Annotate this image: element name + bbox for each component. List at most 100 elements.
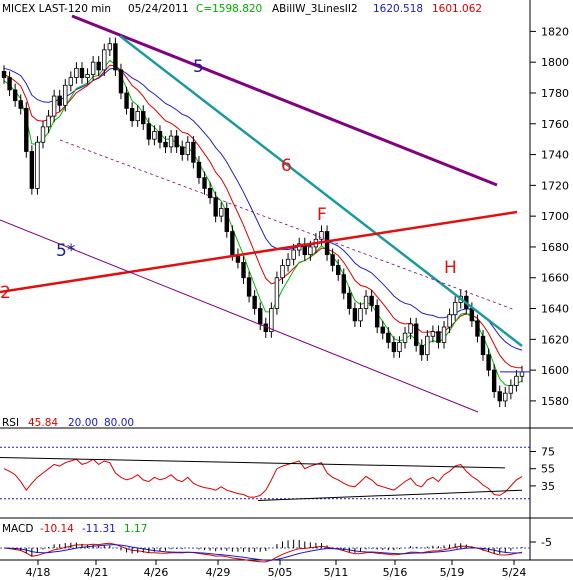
price-ytick-label: 1680: [541, 241, 569, 254]
header-symbol: MICEX LAST-120 min: [2, 3, 111, 15]
label-2: 2: [0, 283, 11, 303]
rsi-value: 45.84: [28, 417, 58, 429]
candle: [12, 89, 18, 102]
price-ytick-label: 1720: [541, 179, 569, 192]
candle: [486, 354, 491, 371]
x-tick-label: 4/21: [84, 566, 109, 579]
candle: [269, 308, 274, 333]
candle: [347, 292, 352, 309]
candle: [207, 188, 213, 199]
trendline-5: [71, 14, 498, 187]
candle: [413, 323, 419, 346]
rsi-trendline-upper: [0, 457, 506, 469]
candle: [480, 335, 486, 356]
candle: [124, 92, 129, 109]
price-ytick-label: 1660: [541, 272, 569, 285]
candle: [46, 115, 51, 128]
candle: [63, 84, 68, 106]
candle: [107, 43, 113, 51]
candle: [252, 295, 257, 309]
candle: [497, 391, 502, 402]
label-h: H: [444, 258, 457, 278]
candle: [246, 277, 252, 297]
candle: [85, 74, 90, 78]
macd-signal-line: [3, 544, 523, 561]
label-6: 6: [281, 156, 292, 176]
candle: [40, 126, 46, 143]
candle: [503, 392, 508, 402]
candle: [174, 135, 179, 148]
candle: [157, 131, 163, 143]
trendline-6: [119, 35, 523, 347]
candle: [430, 331, 436, 337]
trendline-dashed: [59, 139, 516, 311]
candle: [196, 161, 202, 179]
candle: [24, 107, 29, 152]
candle: [291, 249, 296, 260]
macd-value-2: -11.31: [82, 523, 116, 535]
candle: [35, 141, 40, 189]
candle: [341, 274, 346, 294]
candle: [230, 231, 235, 256]
candle: [408, 323, 413, 334]
candle: [258, 308, 263, 325]
header-indicator: ABillW_3LinesII2: [272, 3, 358, 15]
candle: [68, 77, 74, 86]
candle: [391, 341, 397, 353]
candle: [129, 107, 135, 122]
x-tick-label: 5/05: [268, 566, 293, 579]
price-ytick-label: 1800: [541, 56, 569, 69]
candle: [285, 258, 291, 266]
candle: [185, 141, 191, 155]
ma-red-line: [3, 64, 523, 369]
candle: [180, 146, 185, 155]
candle: [308, 246, 313, 256]
candle: [96, 61, 101, 71]
price-ytick-label: 1760: [541, 118, 569, 131]
rsi-label: RSI: [2, 417, 19, 429]
candle: [380, 326, 385, 334]
rsi-ytick-label: 55: [541, 463, 555, 476]
rsi-line: [3, 458, 523, 498]
candle: [441, 326, 447, 343]
x-tick-label: 4/18: [26, 566, 51, 579]
candle: [330, 254, 335, 266]
price-ytick-label: 1780: [541, 87, 569, 100]
price-ytick-label: 1740: [541, 149, 569, 162]
candle: [447, 314, 452, 328]
label-5-star: 5*: [56, 241, 75, 261]
candle: [219, 208, 224, 217]
rsi-trendline-lower: [257, 489, 523, 502]
rsi-low: 20.00: [68, 417, 98, 429]
candle: [469, 308, 475, 322]
x-tick-label: 5/16: [383, 566, 408, 579]
price-ytick-label: 1600: [541, 364, 569, 377]
macd-line: [3, 542, 523, 563]
candle: [358, 308, 363, 322]
header-value-1: 1620.518: [373, 3, 423, 15]
candle: [369, 295, 374, 306]
candle: [213, 197, 218, 217]
candle: [135, 111, 140, 122]
rsi-ytick-label: 75: [541, 446, 555, 459]
price-ytick-label: 1820: [541, 25, 569, 38]
header-date: 05/24/2011: [128, 3, 189, 15]
price-ytick-label: 1700: [541, 210, 569, 223]
candle: [425, 335, 430, 356]
candle: [363, 295, 369, 309]
candle: [491, 369, 497, 393]
macd-value-1: -10.14: [40, 523, 74, 535]
candle: [324, 231, 330, 256]
price-ytick-label: 1620: [541, 333, 569, 346]
candle: [29, 151, 35, 189]
header-close: C=1598.820: [196, 3, 262, 15]
candle: [191, 141, 196, 163]
rsi-ytick-label: 35: [541, 480, 555, 493]
price-ytick-label: 1640: [541, 303, 569, 316]
ma-green-line: [3, 59, 523, 387]
price-panel: [0, 0, 530, 428]
candle: [419, 345, 424, 356]
candle: [1, 71, 7, 78]
candle: [202, 177, 207, 189]
trendline-2: [0, 210, 518, 294]
